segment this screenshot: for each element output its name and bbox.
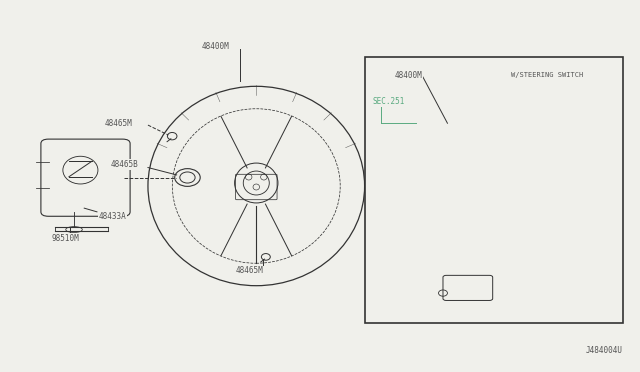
Text: W/STEERING SWITCH: W/STEERING SWITCH	[511, 72, 584, 78]
Text: 48465M: 48465M	[104, 119, 132, 128]
Bar	[365, 57, 623, 323]
Text: 48400M: 48400M	[202, 42, 230, 51]
Text: SEC.251: SEC.251	[372, 97, 404, 106]
Text: 98510M: 98510M	[51, 234, 79, 243]
Text: 48465B: 48465B	[111, 160, 139, 169]
Text: J484004U: J484004U	[586, 346, 623, 355]
Text: 48400M: 48400M	[394, 71, 422, 80]
Text: 48433A: 48433A	[99, 212, 126, 221]
Text: 48465M: 48465M	[236, 266, 264, 275]
